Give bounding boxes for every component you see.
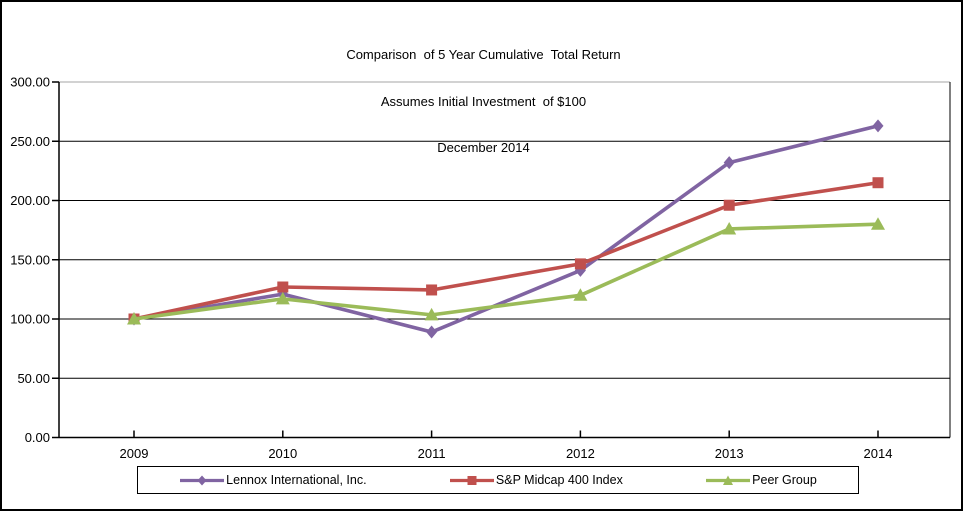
series-marker-square (426, 284, 438, 296)
legend-label: Peer Group (752, 473, 817, 487)
x-axis-label: 2009 (120, 446, 149, 461)
chart-title-line1: Comparison of 5 Year Cumulative Total Re… (346, 47, 621, 62)
y-axis-label: 100.00 (10, 312, 50, 327)
chart-title: Comparison of 5 Year Cumulative Total Re… (2, 16, 961, 187)
x-axis-label: 2013 (715, 446, 744, 461)
y-axis-label: 0.00 (25, 430, 50, 445)
legend-label: Lennox International, Inc. (226, 473, 367, 487)
chart-title-line3: December 2014 (437, 140, 530, 155)
series-marker-square (277, 281, 289, 293)
legend-square-icon (449, 475, 494, 485)
legend-triangle-icon (706, 475, 751, 485)
y-axis-label: 300.00 (10, 75, 50, 90)
y-axis-label: 200.00 (10, 193, 50, 208)
series-marker-diamond (872, 119, 884, 133)
series-line (133, 180, 879, 321)
x-axis-label: 2014 (864, 446, 893, 461)
series-marker-square (574, 258, 586, 270)
series-marker-triangle (722, 221, 737, 235)
series-marker-triangle (871, 217, 885, 230)
legend-label: S&P Midcap 400 Index (495, 473, 623, 487)
legend-diamond-icon (180, 475, 225, 485)
series-line (133, 222, 879, 321)
x-axis-label: 2012 (566, 446, 595, 461)
x-axis-label: 2010 (268, 446, 297, 461)
series-marker-triangle (127, 312, 141, 325)
legend-item: S&P Midcap 400 Index (449, 473, 623, 488)
series-marker-diamond (723, 156, 735, 170)
x-axis-label: 2011 (418, 446, 446, 461)
chart-legend: Lennox International, Inc. S&P Midcap 400… (137, 466, 859, 494)
series-marker-triangle (424, 307, 439, 321)
y-axis-label: 150.00 (10, 252, 50, 267)
series-marker-square (872, 177, 884, 189)
legend-item: Peer Group (705, 473, 817, 488)
series-marker-square (723, 199, 735, 211)
y-axis-label: 250.00 (10, 134, 50, 149)
y-axis-label: 50.00 (17, 371, 50, 386)
legend-item: Lennox International, Inc. (179, 473, 367, 488)
series-marker-triangle (275, 291, 290, 305)
series-marker-diamond (426, 325, 438, 339)
series-marker-triangle (573, 288, 588, 301)
series-line (133, 124, 879, 334)
chart-title-line2: Assumes Initial Investment of $100 (380, 93, 587, 109)
